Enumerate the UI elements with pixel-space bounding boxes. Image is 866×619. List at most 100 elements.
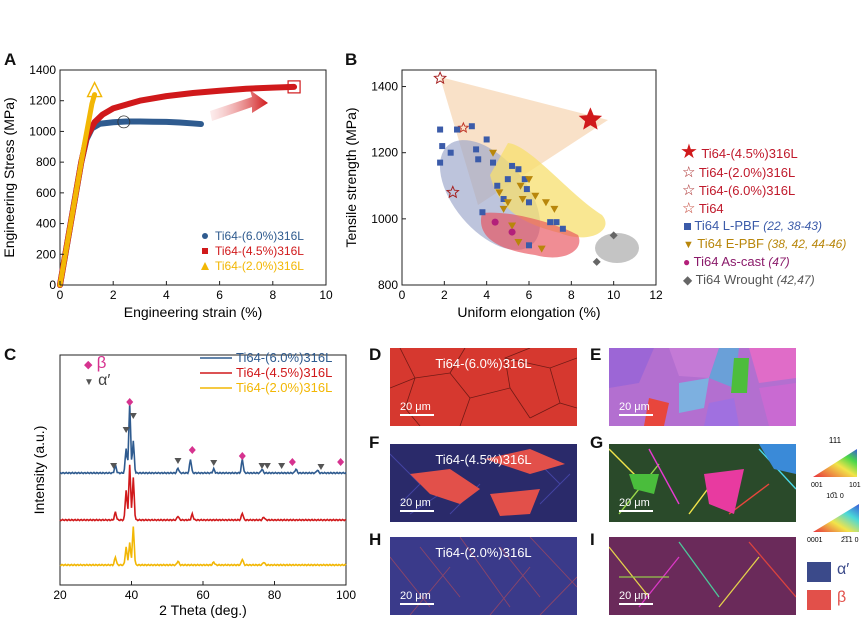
x-tick-label: 0 xyxy=(399,288,406,302)
alpha-peak-marker xyxy=(317,464,325,470)
scatter-legend: ★ Ti64-(4.5%)316L ☆ Ti64-(2.0%)316L ☆ Ti… xyxy=(680,141,866,295)
x-tick-label: 20 xyxy=(53,588,67,602)
beta-peak-marker xyxy=(288,458,296,466)
legend-circle-icon xyxy=(202,233,208,239)
data-point xyxy=(489,149,498,157)
y-tick-label: 1200 xyxy=(29,94,56,108)
legend-item: ☆ Ti64 xyxy=(682,200,724,217)
svg-text:001: 001 xyxy=(811,482,823,489)
panel-letter-b: B xyxy=(345,50,358,69)
data-point xyxy=(525,176,533,184)
scale-bar: 20 μm xyxy=(400,401,434,416)
data-point xyxy=(433,70,448,85)
data-point xyxy=(475,156,482,163)
x-tick-label: 40 xyxy=(125,588,139,602)
star-icon: ☆ xyxy=(682,164,696,181)
legend-item: Ti64 L-PBF (22, 38-43) xyxy=(684,218,822,233)
x-tick-label: 6 xyxy=(216,288,223,302)
data-point xyxy=(531,192,540,200)
panel-letter-h: H xyxy=(369,530,382,549)
legend-square-icon xyxy=(202,248,208,254)
data-point xyxy=(550,205,559,213)
legend-label: Ti64-(2.0%)316L xyxy=(236,380,332,395)
alpha-label: α′ xyxy=(837,561,850,578)
y-tick-label: 1400 xyxy=(29,63,56,77)
data-point xyxy=(439,143,446,150)
x-tick-label: 4 xyxy=(483,288,490,302)
x-tick-label: 2 xyxy=(110,288,117,302)
y-tick-label: 600 xyxy=(36,186,56,200)
data-point xyxy=(508,222,517,230)
xrd-marker-legend: ◆ β ▼ α′ xyxy=(84,354,111,390)
data-point xyxy=(490,159,497,166)
data-point xyxy=(514,239,523,246)
legend-label: Ti64-(4.5%)316L xyxy=(215,244,304,258)
diamond-icon: ◆ xyxy=(683,273,693,287)
xrd-pattern xyxy=(59,403,347,475)
y-tick-label: 1200 xyxy=(371,146,398,160)
x-tick-label: 0 xyxy=(57,288,64,302)
y-axis-label: Tensile strength (MPa) xyxy=(343,107,359,247)
legend-label: Ti64-(6.0%)316L xyxy=(215,229,304,243)
legend-item: ★ Ti64-(4.5%)316L xyxy=(680,141,798,163)
alpha-peak-marker xyxy=(122,427,130,433)
micrograph-label: Ti64-(2.0%)316L xyxy=(435,545,532,560)
data-point xyxy=(609,231,618,240)
y-tick-label: 1400 xyxy=(371,80,398,94)
y-tick-label: 0 xyxy=(49,278,56,292)
svg-text:10̅1 0: 10̅1 0 xyxy=(826,492,844,500)
micrograph-h: Ti64-(2.0%)316L 20 μm xyxy=(390,537,577,615)
micrograph-i: 20 μm xyxy=(609,537,796,615)
scale-bar: 20 μm xyxy=(619,497,653,512)
data-point xyxy=(537,245,546,253)
star-icon: ☆ xyxy=(682,182,696,199)
trend-arrow-icon xyxy=(210,90,268,121)
micrograph-g: 20 μm xyxy=(609,444,796,522)
y-axis-label: Intensity (a.u.) xyxy=(31,426,47,515)
data-point xyxy=(523,186,530,193)
scale-bar: 20 μm xyxy=(619,401,653,416)
micrograph-f: Ti64-(4.5%)316L 20 μm xyxy=(390,444,577,522)
y-tick-label: 1000 xyxy=(371,212,398,226)
alpha-peak-marker xyxy=(278,463,286,469)
data-point xyxy=(457,121,470,133)
panel-letter-a: A xyxy=(4,50,17,69)
legend-item: ◆ Ti64 Wrought (42,47) xyxy=(683,272,815,287)
svg-text:0001: 0001 xyxy=(807,537,823,544)
beta-label: β xyxy=(837,589,847,606)
ascast-region xyxy=(480,212,580,258)
beta-peak-marker xyxy=(126,398,134,406)
series-line xyxy=(57,118,204,288)
alpha-legend: ▼ α′ xyxy=(84,372,111,389)
x-tick-label: 60 xyxy=(196,588,210,602)
panel-letter-d: D xyxy=(369,345,382,364)
triangle-down-icon: ▼ xyxy=(683,239,694,251)
legend-label: Ti64-(6.0%)316L xyxy=(236,350,332,365)
data-point xyxy=(479,209,486,216)
svg-text:111: 111 xyxy=(829,436,842,445)
data-point xyxy=(483,136,490,143)
x-axis-label: Uniform elongation (%) xyxy=(457,304,600,320)
x-tick-label: 10 xyxy=(607,288,621,302)
svg-text:2̅1̅1 0: 2̅1̅1 0 xyxy=(841,536,859,544)
data-point xyxy=(495,189,504,197)
alpha-peak-marker xyxy=(263,463,271,469)
x-axis-label: Engineering strain (%) xyxy=(124,304,263,320)
stress-strain-chart: 0 2 4 6 8 10 0 200 400 600 800 1000 1200 1400 Engineer… xyxy=(1,63,333,320)
xrd-chart: Ti64-(6.0%)316LTi64-(4.5%)316LTi64-(2.0%… xyxy=(31,350,356,618)
y-tick-label: 800 xyxy=(36,155,56,169)
beta-swatch xyxy=(807,590,831,610)
x-tick-label: 12 xyxy=(649,288,663,302)
data-point xyxy=(503,199,512,207)
data-point xyxy=(518,196,527,203)
y-tick-label: 400 xyxy=(36,217,56,231)
beta-peak-marker xyxy=(337,458,345,466)
data-point xyxy=(578,107,603,130)
alpha-peak-marker xyxy=(110,463,118,469)
panel-letter-i: I xyxy=(590,530,595,549)
y-tick-label: 800 xyxy=(378,278,398,292)
panel-letter-c: C xyxy=(4,345,17,364)
data-point xyxy=(468,123,475,130)
alpha-peak-marker xyxy=(129,413,137,419)
scale-bar: 20 μm xyxy=(619,590,653,605)
